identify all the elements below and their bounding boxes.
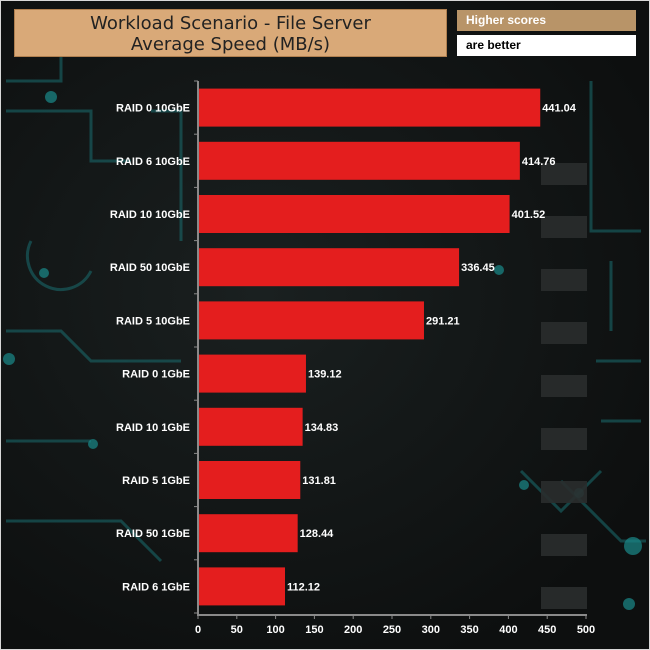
are-better-note: are better: [457, 35, 636, 56]
category-label: RAID 50 10GbE: [110, 262, 190, 274]
bar: [198, 567, 286, 606]
x-tick-label: 350: [460, 624, 478, 636]
bar: [198, 141, 520, 180]
x-tick-label: 150: [305, 624, 323, 636]
bar: [198, 301, 424, 340]
bar: [198, 354, 306, 393]
x-tick-label: 250: [383, 624, 401, 636]
value-label: 131.81: [302, 475, 336, 487]
value-label: 336.45: [461, 262, 495, 274]
chart-title-line1: Workload Scenario - File Server: [90, 13, 371, 34]
higher-scores-note: Higher scores: [457, 10, 636, 31]
value-label: 291.21: [426, 315, 460, 327]
x-tick-label: 200: [344, 624, 362, 636]
x-tick-label: 300: [422, 624, 440, 636]
x-tick-label: 400: [499, 624, 517, 636]
value-label: 414.76: [522, 156, 556, 168]
category-label: RAID 5 1GbE: [122, 475, 190, 487]
category-label: RAID 0 1GbE: [122, 369, 190, 381]
x-tick-label: 100: [266, 624, 284, 636]
category-label: RAID 5 10GbE: [116, 315, 190, 327]
bar: [198, 195, 510, 233]
x-tick-label: 500: [577, 624, 595, 636]
category-label: RAID 0 10GbE: [116, 103, 190, 115]
category-label: RAID 10 1GbE: [116, 422, 190, 434]
value-label: 134.83: [305, 422, 339, 434]
chart-title-line2: Average Speed (MB/s): [130, 34, 331, 55]
bar: [198, 514, 298, 553]
bar: [198, 407, 303, 446]
category-label: RAID 10 10GbE: [110, 209, 190, 221]
x-tick-label: 0: [195, 624, 201, 636]
category-label: RAID 6 10GbE: [116, 156, 190, 168]
x-tick-label: 50: [231, 624, 243, 636]
value-label: 139.12: [308, 369, 342, 381]
value-label: 401.52: [512, 209, 546, 221]
value-label: 112.12: [287, 581, 320, 593]
category-label: RAID 6 1GbE: [122, 581, 190, 593]
category-label: RAID 50 1GbE: [116, 528, 190, 540]
bar: [198, 461, 301, 499]
chart-title: Workload Scenario - File Server Average …: [14, 9, 447, 57]
bar: [198, 248, 460, 287]
value-label: 128.44: [300, 528, 335, 540]
x-tick-label: 450: [538, 624, 556, 636]
bar: [198, 88, 541, 127]
value-label: 441.04: [542, 103, 577, 115]
